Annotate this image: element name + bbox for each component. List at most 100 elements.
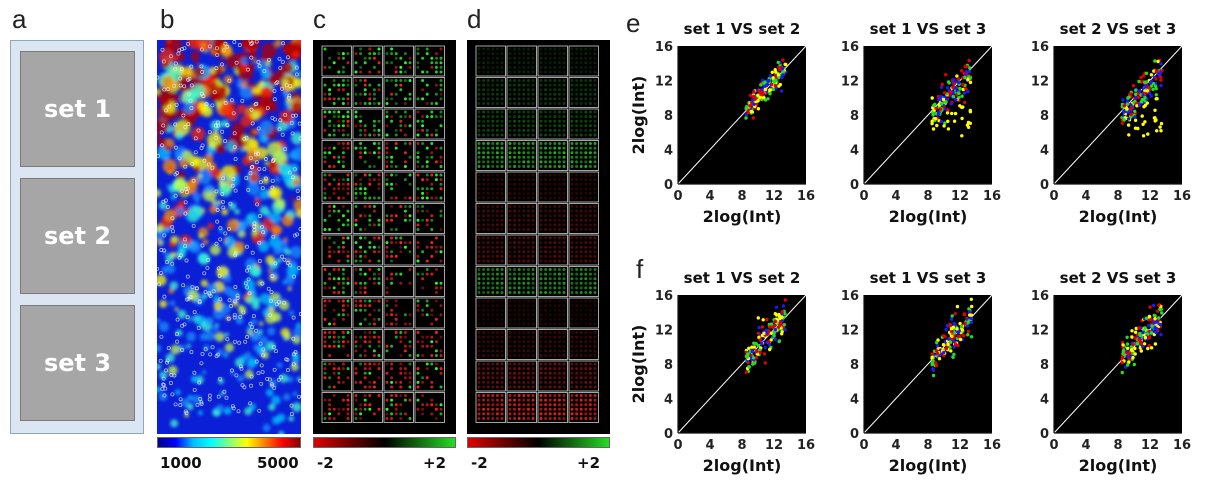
intensity-colorbar [157, 437, 301, 448]
y-tick-label: 16 [655, 40, 673, 55]
array-block [384, 267, 414, 297]
scatter-point [772, 334, 775, 337]
scatter-point [746, 110, 749, 113]
scatter-point [1159, 333, 1162, 336]
y-tick-label: 4 [664, 144, 673, 159]
scatter-point [764, 88, 767, 91]
array-block [353, 141, 383, 171]
scatter-point [941, 83, 944, 86]
scatter-point [1132, 84, 1135, 87]
scatter-point [1121, 356, 1124, 359]
scatter-point [1154, 77, 1157, 80]
scatter-point [949, 324, 952, 327]
scatter-point [784, 328, 787, 331]
scatter-point [1141, 114, 1144, 117]
scatter-point [1136, 342, 1139, 345]
array-block [384, 141, 414, 171]
x-tick-label: 8 [737, 189, 746, 204]
x-tick-label: 4 [891, 189, 900, 204]
scatter-point [942, 343, 945, 346]
scatter-point [1134, 119, 1137, 122]
scatter-point [1138, 89, 1141, 92]
scatter-point [1121, 371, 1124, 374]
scatter-point [761, 325, 764, 328]
x-axis-label: 2log(Int) [889, 207, 968, 226]
scatter-point [762, 96, 765, 99]
scatter-point [951, 86, 954, 89]
scatter-point [1126, 347, 1129, 350]
scatter-point [1159, 75, 1162, 78]
scatter-point [960, 117, 963, 120]
scatter-point [784, 63, 787, 66]
scatter-point [1155, 87, 1158, 90]
scatter-point [1144, 336, 1147, 339]
scatter-point [1158, 125, 1161, 128]
scatter-point [1145, 317, 1148, 320]
scatter-point [748, 365, 751, 368]
scatter-point [1127, 96, 1130, 99]
scatter-point [944, 328, 947, 331]
scatter-point [781, 58, 784, 61]
y-tick-label: 0 [664, 427, 673, 442]
scatter-point [1133, 115, 1136, 118]
scatter-point [937, 98, 940, 101]
ratio-colorbar-c-max: +2 [423, 454, 446, 472]
scatter-point [1130, 329, 1133, 332]
scatter-point [1157, 303, 1160, 306]
scatter-point [957, 77, 960, 80]
array-block [353, 361, 383, 391]
y-tick-label: 0 [1040, 427, 1049, 442]
x-tick-label: 16 [983, 189, 1001, 204]
scatter-point [777, 340, 780, 343]
scatter-point [961, 333, 964, 336]
scatter-point [782, 304, 785, 307]
scatter-point [1159, 84, 1162, 87]
scatter-point [1146, 332, 1149, 335]
scatter-point [943, 335, 946, 338]
scatter-point [939, 108, 942, 111]
x-tick-label: 16 [797, 189, 815, 204]
scatter-point [1147, 86, 1150, 89]
scatter-point [957, 92, 960, 95]
scatter-point [1134, 127, 1137, 130]
scatter-point [1153, 327, 1156, 330]
scatter-point [1159, 323, 1162, 326]
scatter-point [932, 374, 935, 377]
scatter-point [1160, 311, 1163, 314]
scatter-point [963, 312, 966, 315]
array-block [322, 46, 352, 76]
array-block [353, 204, 383, 234]
panel-label-a: a [12, 4, 26, 35]
scatter-point [1148, 336, 1151, 339]
scatter-point [1137, 326, 1140, 329]
scatter-point [765, 84, 768, 87]
y-tick-label: 12 [655, 324, 673, 339]
scatter-point [940, 86, 943, 89]
scatter-point [968, 66, 971, 69]
scatter-point [963, 91, 966, 94]
scatter-point [770, 83, 773, 86]
scatter-point [1141, 345, 1144, 348]
scatter-point [952, 326, 955, 329]
y-tick-label: 12 [1031, 324, 1049, 339]
scatter-point [1140, 349, 1143, 352]
panel-label-d: d [467, 4, 481, 35]
scatter-e-set1-vs-set2: set 1 VS set 20 4 8 12 1604812162log(Int)2lo… [632, 12, 822, 232]
array-block [415, 109, 445, 139]
scatter-point [950, 330, 953, 333]
scatter-point [943, 91, 946, 94]
scatter-point [953, 120, 956, 123]
array-block [415, 298, 445, 328]
scatter-point [1140, 100, 1143, 103]
scatter-point [935, 341, 938, 344]
scatter-point [744, 116, 747, 119]
x-axis-label: 2log(Int) [1079, 456, 1158, 475]
y-tick-label: 4 [850, 393, 859, 408]
scatter-point [949, 91, 952, 94]
scatter-point [935, 349, 938, 352]
scatter-point [1122, 109, 1125, 112]
scatter-point [1127, 133, 1130, 136]
ratio-colorbar-c-min: -2 [317, 454, 334, 472]
scatter-point [950, 335, 953, 338]
scatter-point [1139, 341, 1142, 344]
